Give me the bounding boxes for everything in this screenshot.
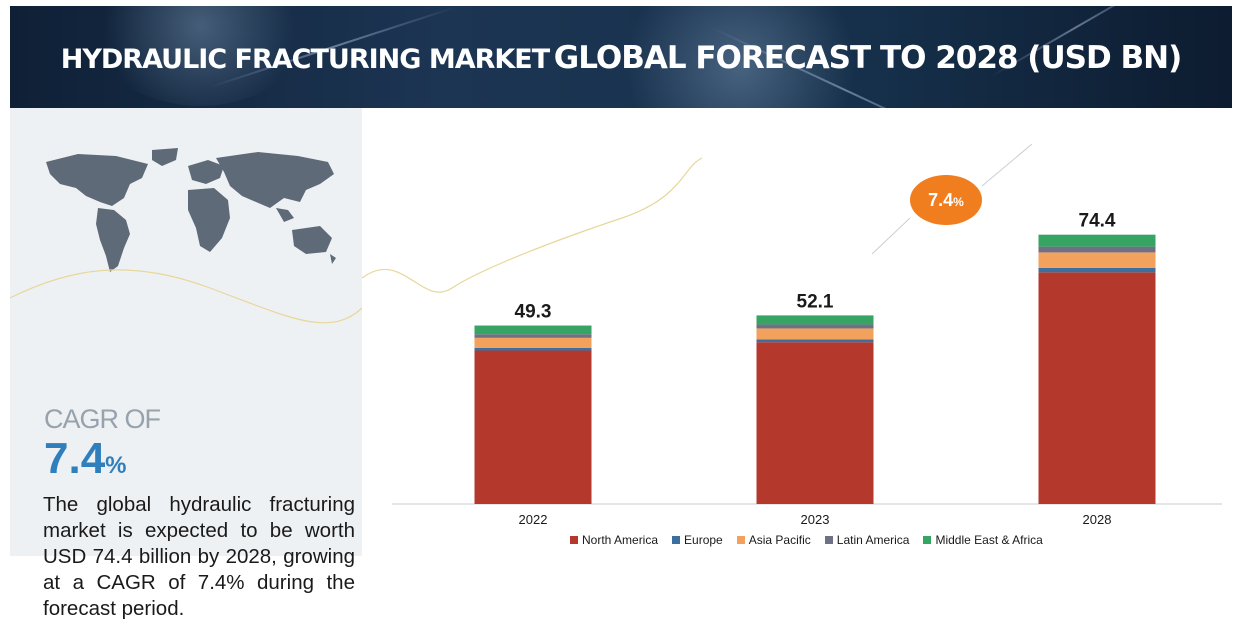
world-map-icon [46,148,336,272]
legend-label: Asia Pacific [748,533,811,547]
summary-panel: CAGR OF 7.4% The global hydraulic fractu… [10,108,362,620]
title-part-2: GLOBAL FORECAST TO 2028 (USD BN) [553,40,1182,76]
stacked-bar-chart: 49.3 2022 52.1 2023 74.4 2028 7.4% North Amer… [362,108,1243,556]
cagr-number: 7.4 [44,434,106,483]
x-tick-label: 2023 [801,512,830,527]
legend-item: Latin America [824,533,910,547]
cagr-connector-right [981,143,1033,187]
bar-total-label: 74.4 [1079,211,1116,232]
legend-swatch [736,536,745,544]
legend-swatch [570,536,578,544]
legend-swatch [824,536,833,544]
chart-svg: 49.3 2022 52.1 2023 74.4 2028 [362,143,1222,527]
bar-segment-2022-asia-pacific [474,337,592,348]
bar-total-label: 52.1 [797,291,834,312]
bar-segment-2022-north-america [474,350,592,504]
legend-label: Latin America [836,533,910,547]
legend-item: North America [570,533,658,547]
legend-item: Asia Pacific [736,533,811,547]
cagr-connector-left [871,217,911,255]
cagr-unit: % [105,452,127,479]
bar-segment-2023-middle-east-africa [756,315,874,325]
cagr-bubble: 7.4% [910,175,982,225]
title-part-1: HYDRAULIC FRACTURING MARKET [60,44,550,75]
bar-segment-2028-latin-america [1038,246,1156,253]
bar-segment-2023-north-america [756,342,874,504]
decorative-curve [10,269,362,324]
bar-segment-2022-middle-east-africa [474,325,592,335]
legend-swatch [672,536,681,544]
bar-segment-2023-europe [756,339,874,343]
cagr-value: 7.4% [44,434,127,484]
bar-segment-2028-europe [1038,267,1156,273]
bar-segment-2022-europe [474,347,592,351]
bar-segment-2023-latin-america [756,324,874,329]
legend-label: North America [582,533,659,547]
bar-segment-2028-middle-east-africa [1038,234,1156,247]
legend-label: Middle East & Africa [935,533,1043,547]
market-description: The global hydraulic fracturing market i… [43,493,355,620]
legend-label: Europe [684,533,723,547]
legend-swatch [923,536,932,544]
bar-segment-2023-asia-pacific [756,328,874,340]
x-tick-label: 2028 [1083,512,1112,527]
bar-segment-2028-asia-pacific [1038,252,1156,268]
bar-total-label: 49.3 [515,302,552,323]
header-banner: HYDRAULIC FRACTURING MARKET GLOBAL FOREC… [10,6,1232,108]
cagr-bubble-unit: % [953,195,964,209]
legend-item: Europe [672,533,723,547]
decorative-wave [362,157,703,293]
legend-item: Middle East & Africa [923,533,1043,547]
bar-segment-2022-latin-america [474,334,592,338]
bar-segment-2028-north-america [1038,272,1156,504]
cagr-bubble-value: 7.4 [928,190,954,210]
chart-legend: North America Europe Asia Pacific Latin Ame… [570,533,1057,547]
page-title: HYDRAULIC FRACTURING MARKET GLOBAL FOREC… [10,40,1232,76]
cagr-label: CAGR OF [44,404,161,434]
x-tick-label: 2022 [519,512,548,527]
